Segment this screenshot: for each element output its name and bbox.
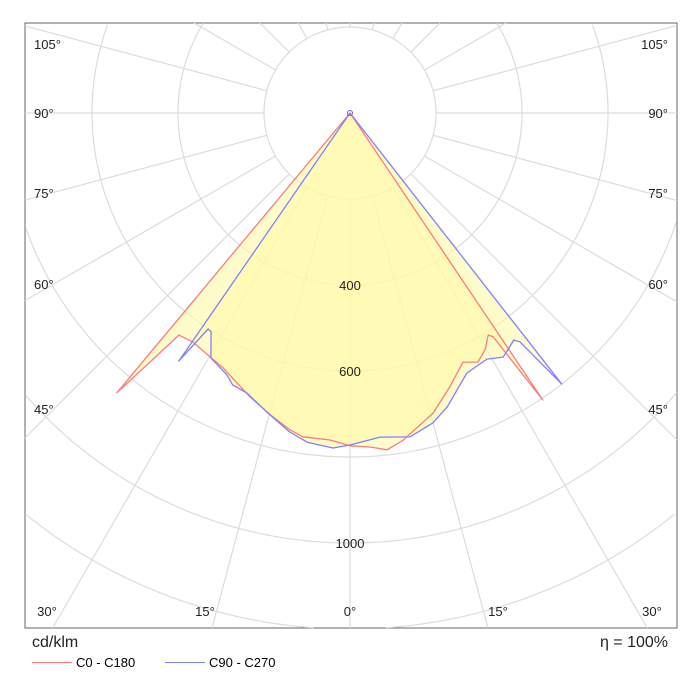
grid-circle-1000 [25,391,678,544]
light-source-marker [347,110,353,116]
radial-tick-labels: 400 600 1000 [336,278,365,551]
angle-label-right: 45° [648,402,668,417]
angle-label-left: 90° [34,106,54,121]
legend-item-c0-c180: C0 - C180 [32,655,135,670]
curve-c0-c180 [116,112,544,451]
angle-label-right: 90° [648,106,668,121]
curve-fills [116,113,562,450]
grid-radial-240 [193,22,276,71]
curve-lines [116,112,563,451]
curve-c90-c270 [178,112,563,449]
angle-label-left: 105° [34,37,61,52]
grid-radial-135 [410,22,441,53]
legend-label: C0 - C180 [76,655,136,670]
grid-radial-210 [297,22,308,39]
grid-radial-255 [24,25,268,92]
angle-label-right: 105° [641,37,668,52]
grid-radial-285 [24,134,268,201]
angle-label-right: 75° [648,186,668,201]
efficiency-label: η = 100% [599,634,668,651]
grid-radial-165 [371,22,375,31]
grid-circle-1200 [24,513,676,629]
grid-radial-195 [325,22,329,31]
grid-radial-105 [432,24,678,92]
angle-label-bottom: 15° [488,604,508,619]
legend-swatch-blue [165,662,205,663]
radial-tick-label: 1000 [336,536,365,551]
grid-radial-315 [24,173,290,439]
angle-labels: 105° 90° 75° 60° 45° 105° 90° 75° 60° 45° 30° 15° 0°… [34,37,668,619]
angle-label-left: 45° [34,402,54,417]
angle-label-bottom: 30° [642,604,662,619]
angle-label-left: 75° [34,186,54,201]
legend-label: C90 - C270 [209,655,276,670]
angle-label-bottom: 15° [195,604,215,619]
grid-radial-225 [259,22,290,53]
legend-swatch-red [32,662,72,663]
angle-label-left: 60° [34,277,54,292]
grid-radial-75 [432,134,678,202]
grid-radial-120 [424,22,507,71]
grid-circle-800 [25,222,677,458]
grid-radial-45 [410,173,678,441]
angle-label-bottom: 30° [37,604,57,619]
grid-radial-60 [424,155,678,303]
grid-radial-150 [392,22,403,39]
radial-tick-label: 600 [339,364,361,379]
angle-label-right: 60° [648,277,668,292]
legend-item-c90-c270: C90 - C270 [165,655,275,670]
curve-fill-1 [178,113,562,448]
radial-tick-label: 400 [339,278,361,293]
angle-label-bottom: 0° [344,604,356,619]
unit-label: cd/klm [32,634,79,651]
grid-radial-300 [24,155,276,302]
